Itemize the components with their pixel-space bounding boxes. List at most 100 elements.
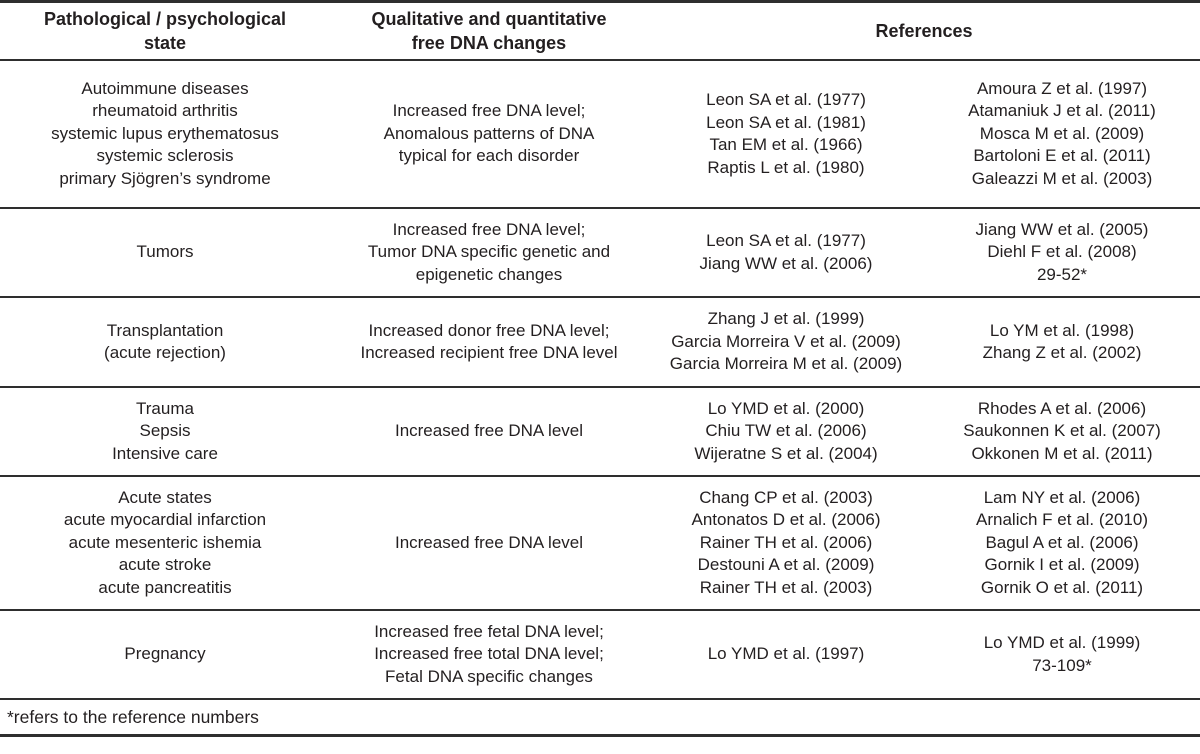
cell-line: Galeazzi M et al. (2003) — [971, 168, 1153, 188]
cell-line: Tumors — [136, 242, 194, 262]
cell-line: Tan EM et al. (1966) — [709, 135, 863, 154]
cell-line: rheumatoid arthritis — [92, 101, 238, 121]
cell-references-b: Lo YMD et al. (1999) 73-109* — [924, 611, 1200, 698]
cell-line: Diehl F et al. (2008) — [987, 242, 1137, 262]
cell-pathological-state: Pregnancy — [0, 611, 330, 698]
cell-line: Pregnancy — [124, 644, 206, 664]
cell-line: systemic lupus erythematosus — [51, 123, 279, 143]
cell-line: Garcia Morreira V et al. (2009) — [671, 331, 901, 351]
cell-references-b: Lo YM et al. (1998) Zhang Z et al. (2002) — [924, 298, 1200, 386]
cell-line: typical for each disorder — [398, 146, 580, 166]
cell-line: Destouni A et al. (2009) — [697, 555, 875, 575]
cell-line: acute mesenteric ishemia — [68, 532, 262, 552]
cell-line: systemic sclerosis — [96, 146, 234, 166]
cell-line: Bartoloni E et al. (2011) — [973, 146, 1151, 166]
cell-line: Leon SA et al. (1977) — [706, 231, 866, 250]
cell-references-b: Jiang WW et al. (2005) Diehl F et al. (20… — [924, 209, 1200, 296]
cell-line: Lo YMD et al. (1999) — [983, 633, 1141, 652]
header-line: free DNA changes — [411, 33, 567, 53]
cell-references-b: Amoura Z et al. (1997) Atamaniuk J et al.… — [924, 61, 1200, 207]
cell-line: Raptis L et al. (1980) — [707, 157, 865, 177]
cell-line: acute stroke — [118, 555, 212, 575]
cell-line: Saukonnen K et al. (2007) — [963, 421, 1161, 441]
cell-line: Increased free DNA level — [394, 532, 584, 552]
cell-dna-changes: Increased free DNA level — [330, 388, 648, 475]
cell-references-a: Lo YMD et al. (1997) — [648, 611, 924, 698]
cell-pathological-state: Acute states acute myocardial infarction a… — [0, 477, 330, 609]
header-line: state — [143, 33, 187, 53]
header-line: Qualitative and quantitative — [371, 9, 607, 29]
cell-line: Rainer TH et al. (2003) — [699, 577, 873, 597]
cell-line: Jiang WW et al. (2005) — [975, 219, 1149, 239]
cell-line: Chiu TW et al. (2006) — [705, 421, 867, 441]
cell-line: 73-109* — [1032, 655, 1092, 675]
cell-line: primary Sjögren’s syndrome — [59, 168, 271, 188]
cell-line: Garcia Morreira M et al. (2009) — [669, 354, 903, 374]
cell-line: Lo YM et al. (1998) — [989, 320, 1135, 340]
table-row: Transplantation (acute rejection) Increase… — [0, 298, 1200, 388]
cell-line: Anomalous patterns of DNA — [383, 123, 595, 143]
cell-line: Increased free total DNA level; — [374, 644, 604, 664]
cell-line: Trauma — [136, 398, 194, 418]
cell-line: Mosca M et al. (2009) — [979, 123, 1145, 143]
cell-line: (acute rejection) — [104, 343, 226, 362]
cell-line: Sepsis — [139, 421, 191, 441]
table-body: Autoimmune diseases rheumatoid arthritis s… — [0, 61, 1200, 700]
cell-line: Autoimmune diseases — [81, 78, 249, 98]
cell-line: Gornik O et al. (2011) — [980, 577, 1144, 597]
table-row: Trauma Sepsis Intensive care Increased free… — [0, 388, 1200, 477]
cell-line: Increased free DNA level; — [392, 219, 586, 239]
cell-references-b: Lam NY et al. (2006) Arnalich F et al. (2… — [924, 477, 1200, 609]
cell-line: Lo YMD et al. (1997) — [707, 644, 865, 664]
cell-line: Bagul A et al. (2006) — [985, 532, 1139, 552]
cell-line: Rhodes A et al. (2006) — [977, 398, 1147, 418]
cell-line: Leon SA et al. (1977) — [706, 90, 866, 109]
table-row: Pregnancy Increased free fetal DNA level;… — [0, 611, 1200, 700]
cell-references-a: Zhang J et al. (1999) Garcia Morreira V e… — [648, 298, 924, 386]
cell-dna-changes: Increased free DNA level — [330, 477, 648, 609]
cell-line: Acute states — [118, 487, 212, 507]
cell-line: Tumor DNA specific genetic and — [367, 242, 611, 262]
header-references: References — [648, 3, 1200, 59]
table-row: Acute states acute myocardial infarction a… — [0, 477, 1200, 611]
header-dna-changes: Qualitative and quantitative free DNA ch… — [330, 3, 648, 59]
cell-pathological-state: Transplantation (acute rejection) — [0, 298, 330, 386]
table-header-row: Pathological / psychological state Quali… — [0, 3, 1200, 61]
cell-line: Rainer TH et al. (2006) — [699, 532, 873, 552]
cell-references-a: Leon SA et al. (1977) Leon SA et al. (198… — [648, 61, 924, 207]
cell-line: Intensive care — [112, 443, 218, 463]
header-line: Pathological / psychological — [43, 9, 287, 29]
cell-line: acute pancreatitis — [98, 577, 232, 597]
cell-line: Leon SA et al. (1981) — [706, 112, 866, 132]
cell-dna-changes: Increased free fetal DNA level; Increased… — [330, 611, 648, 698]
cell-line: Amoura Z et al. (1997) — [976, 78, 1148, 98]
cell-line: Gornik I et al. (2009) — [984, 555, 1140, 575]
cell-pathological-state: Tumors — [0, 209, 330, 296]
cell-line: Zhang J et al. (1999) — [707, 309, 865, 329]
footnote-text: *refers to the reference numbers — [7, 706, 259, 727]
cell-line: Wijeratne S et al. (2004) — [694, 443, 878, 463]
cell-dna-changes: Increased free DNA level; Tumor DNA speci… — [330, 209, 648, 296]
cell-pathological-state: Autoimmune diseases rheumatoid arthritis s… — [0, 61, 330, 207]
cell-references-a: Leon SA et al. (1977) Jiang WW et al. (20… — [648, 209, 924, 296]
free-dna-changes-table: Pathological / psychological state Quali… — [0, 0, 1200, 737]
cell-line: Okkonen M et al. (2011) — [971, 443, 1153, 463]
header-pathological-state: Pathological / psychological state — [0, 3, 330, 59]
cell-line: Increased donor free DNA level; — [368, 320, 610, 340]
cell-line: Lam NY et al. (2006) — [983, 487, 1141, 507]
cell-line: Transplantation — [106, 320, 224, 340]
cell-line: Increased free DNA level; — [392, 101, 586, 121]
header-line: References — [875, 21, 973, 41]
cell-dna-changes: Increased free DNA level; Anomalous patte… — [330, 61, 648, 207]
table-row: Tumors Increased free DNA level; Tumor DNA… — [0, 209, 1200, 298]
cell-line: epigenetic changes — [415, 264, 563, 284]
cell-line: Increased free DNA level — [394, 421, 584, 441]
cell-line: Zhang Z et al. (2002) — [982, 343, 1142, 362]
cell-line: acute myocardial infarction — [63, 510, 267, 530]
cell-line: Arnalich F et al. (2010) — [976, 510, 1148, 530]
cell-references-a: Chang CP et al. (2003) Antonatos D et al.… — [648, 477, 924, 609]
table-footnote-row: *refers to the reference numbers — [0, 700, 1200, 737]
cell-line: Antonatos D et al. (2006) — [691, 510, 881, 530]
cell-line: Increased recipient free DNA level — [360, 343, 618, 362]
